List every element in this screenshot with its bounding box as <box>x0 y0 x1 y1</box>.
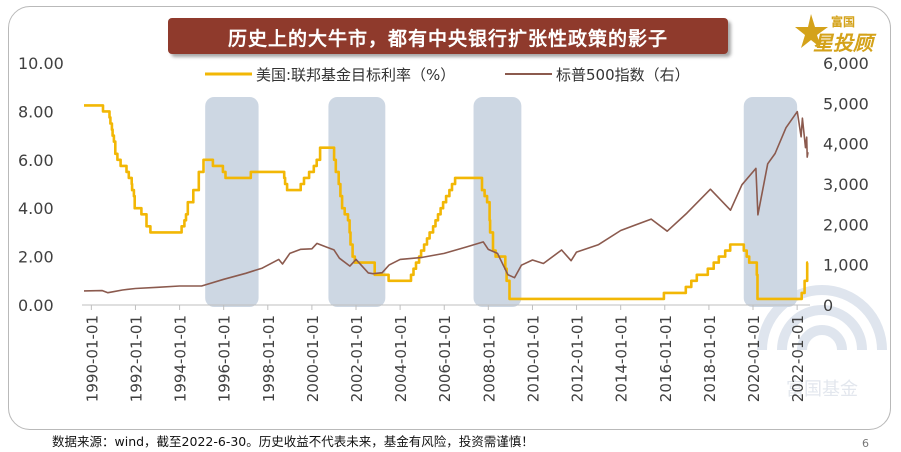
x-tick-label: 2020-01-01 <box>745 315 763 402</box>
brand-logo: 富国 星投顾 <box>795 14 877 55</box>
x-tick-label: 2000-01-01 <box>304 315 322 402</box>
y-right-tick-label: 2,000 <box>823 215 869 234</box>
x-tick-label: 1992-01-01 <box>127 315 145 402</box>
x-tick-label: 2018-01-01 <box>701 315 719 402</box>
legend-label-sp500: 标普500指数（右） <box>556 66 690 84</box>
x-tick-label: 2022-01-01 <box>789 315 807 402</box>
x-tick-label: 2014-01-01 <box>613 315 631 402</box>
y-right-tick-label: 0 <box>823 296 833 315</box>
x-tick-label: 1996-01-01 <box>216 315 234 402</box>
shaded-periods <box>205 97 798 307</box>
y-left-tick-label: 8.00 <box>18 102 54 121</box>
axis-layer: 0.00 2.00 4.00 6.00 8.00 10.00 0 1,000 2,000 3,00… <box>18 54 869 402</box>
y-right-tick-label: 3,000 <box>823 175 869 194</box>
y-left-tick-label: 4.00 <box>18 199 54 218</box>
series-line-fed-rate <box>84 104 809 301</box>
legend: 美国:联邦基金目标利率（%） 标普500指数（右） <box>205 66 690 84</box>
y-right-tick-label: 4,000 <box>823 135 869 154</box>
shaded-period-2 <box>473 97 522 307</box>
page-number: 6 <box>862 437 869 450</box>
brand-line2: 星投顾 <box>813 31 877 55</box>
y-right-tick-label: 1,000 <box>823 256 869 275</box>
brand-line1: 富国 <box>831 14 855 29</box>
x-tick-label: 2008-01-01 <box>480 315 498 402</box>
y-left-tick-label: 10.00 <box>18 54 64 73</box>
series-line-sp500 <box>83 110 809 294</box>
x-tick-label: 2010-01-01 <box>524 315 542 402</box>
series-layer <box>83 104 809 301</box>
x-tick-label: 2016-01-01 <box>657 315 675 402</box>
x-tick-label: 2012-01-01 <box>569 315 587 402</box>
shaded-period-3 <box>743 97 798 307</box>
x-tick-label: 1994-01-01 <box>172 315 190 402</box>
y-right-tick-label: 6,000 <box>823 54 869 73</box>
x-tick-label: 1990-01-01 <box>83 315 101 402</box>
x-tick-label: 2002-01-01 <box>348 315 366 402</box>
slide-frame <box>8 6 891 430</box>
watermark-logo: 富国基金 <box>757 285 887 400</box>
page-title: 历史上的大牛市，都有中央银行扩张性政策的影子 <box>227 28 668 50</box>
y-left-tick-label: 0.00 <box>18 296 54 315</box>
y-right-tick-label: 5,000 <box>823 94 869 113</box>
shaded-period-0 <box>205 97 259 307</box>
shaded-period-1 <box>328 97 386 307</box>
y-left-tick-label: 2.00 <box>18 248 54 267</box>
x-tick-label: 2006-01-01 <box>436 315 454 402</box>
y-left-tick-label: 6.00 <box>18 151 54 170</box>
x-tick-label: 1998-01-01 <box>260 315 278 402</box>
footnote: 数据来源：wind，截至2022-6-30。历史收益不代表未来，基金有风险，投资… <box>52 434 534 449</box>
title-banner: 历史上的大牛市，都有中央银行扩张性政策的影子 <box>168 18 728 54</box>
x-tick-label: 2004-01-01 <box>392 315 410 402</box>
brand-star-icon <box>795 14 828 48</box>
legend-label-fed-rate: 美国:联邦基金目标利率（%） <box>256 66 455 84</box>
watermark-text: 富国基金 <box>786 379 858 400</box>
